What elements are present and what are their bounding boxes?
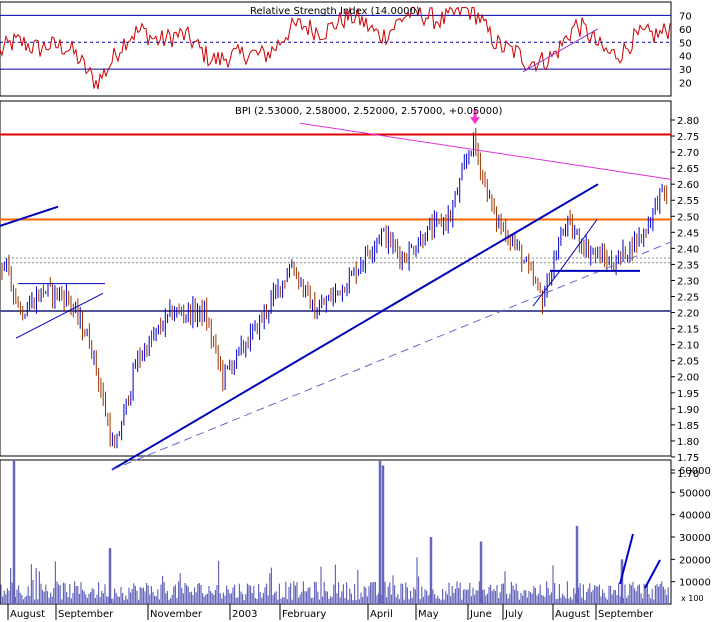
price-tick-label: 2.50 bbox=[677, 212, 699, 223]
x-axis-label: February bbox=[282, 609, 326, 620]
rsi-trendline bbox=[522, 28, 599, 73]
minor-trend-line-2 bbox=[559, 219, 598, 272]
price-tick-label: 2.80 bbox=[677, 116, 699, 127]
minor-trend-line bbox=[532, 270, 561, 307]
price-tick-label: 2.10 bbox=[677, 341, 699, 352]
volume-tick-label: 10000 bbox=[679, 578, 711, 589]
rsi-tick-label: 50 bbox=[679, 38, 692, 49]
price-tick-label: 2.05 bbox=[677, 357, 699, 368]
x-axis-label: April bbox=[370, 609, 393, 620]
axis-layer: August September November 2003 February April… bbox=[7, 604, 654, 620]
price-tick-label: 1.85 bbox=[677, 421, 699, 432]
price-title: BPI (2.53000, 2.58000, 2.52000, 2.57000,… bbox=[235, 106, 502, 117]
price-tick-label: 1.75 bbox=[677, 453, 699, 464]
uptrend-dashed-line bbox=[111, 241, 672, 471]
x-axis-label: 2003 bbox=[232, 609, 257, 620]
rsi-tick-label: 70 bbox=[679, 11, 692, 22]
price-tick-label: 2.60 bbox=[677, 180, 699, 191]
volume-scale-label: x 100 bbox=[681, 594, 704, 603]
price-tick-label: 2.45 bbox=[677, 228, 699, 239]
volume-tick-label: 60000 bbox=[679, 466, 711, 477]
rsi-layer: 70 60 50 40 30 20 bbox=[0, 6, 692, 90]
price-tick-label: 2.25 bbox=[677, 293, 699, 304]
x-axis-label: September bbox=[58, 609, 114, 620]
triangle-bottom-line bbox=[15, 292, 104, 339]
price-tick-label: 2.70 bbox=[677, 148, 699, 159]
x-axis-label: May bbox=[418, 609, 439, 620]
volume-tick-label: 30000 bbox=[679, 533, 711, 544]
x-axis-label: June bbox=[469, 609, 492, 620]
price-tick-label: 1.95 bbox=[677, 389, 699, 400]
volume-tick-label: 20000 bbox=[679, 555, 711, 566]
price-tick-label: 1.80 bbox=[677, 437, 699, 448]
price-layer: 2.80 2.75 2.70 2.65 2.60 2.55 2.50 2.45 2.40 2.35… bbox=[0, 109, 699, 480]
price-panel bbox=[0, 100, 672, 457]
x-axis-label: July bbox=[504, 609, 523, 620]
price-tick-label: 2.35 bbox=[677, 260, 699, 271]
rsi-tick-label: 30 bbox=[679, 65, 692, 76]
volume-tick-label: 40000 bbox=[679, 511, 711, 522]
volume-tick-label: 50000 bbox=[679, 488, 711, 499]
rsi-tick-label: 40 bbox=[679, 52, 692, 63]
price-tick-label: 2.00 bbox=[677, 373, 699, 384]
volume-trend-line bbox=[619, 533, 634, 585]
price-tick-label: 1.70 bbox=[677, 469, 699, 480]
price-tick-label: 2.20 bbox=[677, 309, 699, 320]
volume-layer: 60000 50000 40000 30000 20000 10000 bbox=[0, 460, 711, 604]
x-axis-label: August bbox=[10, 609, 45, 620]
early-trend-line bbox=[0, 205, 59, 227]
uptrend-line bbox=[111, 183, 599, 471]
x-axis-label: September bbox=[598, 609, 654, 620]
price-tick-label: 2.55 bbox=[677, 196, 699, 207]
rsi-series-line bbox=[0, 6, 671, 90]
price-tick-label: 2.40 bbox=[677, 244, 699, 255]
x-axis-label: August bbox=[555, 609, 590, 620]
price-tick-label: 2.65 bbox=[677, 164, 699, 175]
price-tick-label: 2.75 bbox=[677, 132, 699, 143]
volume-trend-line-2 bbox=[644, 559, 661, 589]
price-tick-label: 2.15 bbox=[677, 325, 699, 336]
rsi-tick-label: 20 bbox=[679, 79, 692, 90]
rsi-title: Relative Strength Index (14.0000) bbox=[250, 6, 420, 17]
price-tick-label: 2.30 bbox=[677, 276, 699, 287]
price-tick-label: 1.90 bbox=[677, 405, 699, 416]
x-axis-label: November bbox=[150, 609, 203, 620]
rsi-tick-label: 60 bbox=[679, 25, 692, 36]
resistance-line bbox=[299, 122, 672, 180]
peak-arrow-head bbox=[470, 117, 480, 125]
